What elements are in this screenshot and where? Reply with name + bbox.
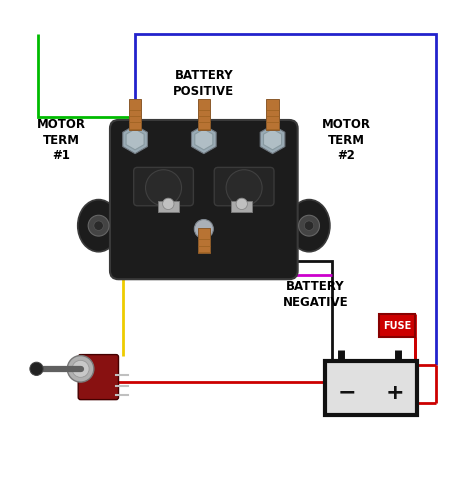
Ellipse shape xyxy=(78,200,119,252)
Circle shape xyxy=(236,198,247,209)
Text: +: + xyxy=(385,382,404,403)
Circle shape xyxy=(163,198,174,209)
Circle shape xyxy=(226,170,262,206)
FancyBboxPatch shape xyxy=(110,120,298,279)
Circle shape xyxy=(88,215,109,236)
Bar xyxy=(129,99,141,130)
Circle shape xyxy=(146,170,182,206)
Circle shape xyxy=(67,356,94,382)
Bar xyxy=(158,201,179,212)
Ellipse shape xyxy=(288,200,330,252)
Bar xyxy=(325,361,417,415)
Text: FUSE: FUSE xyxy=(383,321,411,330)
Text: −: − xyxy=(338,382,357,403)
Circle shape xyxy=(194,219,213,239)
FancyBboxPatch shape xyxy=(214,167,274,206)
Circle shape xyxy=(299,215,319,236)
FancyBboxPatch shape xyxy=(134,167,193,206)
Circle shape xyxy=(72,360,89,377)
FancyBboxPatch shape xyxy=(78,355,118,400)
Text: BATTERY
NEGATIVE: BATTERY NEGATIVE xyxy=(283,280,348,309)
Circle shape xyxy=(304,221,314,230)
Bar xyxy=(198,99,210,130)
Circle shape xyxy=(30,362,43,375)
Circle shape xyxy=(94,221,103,230)
Bar xyxy=(198,228,210,253)
Text: MOTOR
TERM
#2: MOTOR TERM #2 xyxy=(321,119,371,163)
Text: MOTOR
TERM
#1: MOTOR TERM #1 xyxy=(37,119,86,163)
Bar xyxy=(379,314,415,337)
Bar xyxy=(266,99,279,130)
Bar xyxy=(231,201,252,212)
Text: BATTERY
POSITIVE: BATTERY POSITIVE xyxy=(173,69,234,98)
